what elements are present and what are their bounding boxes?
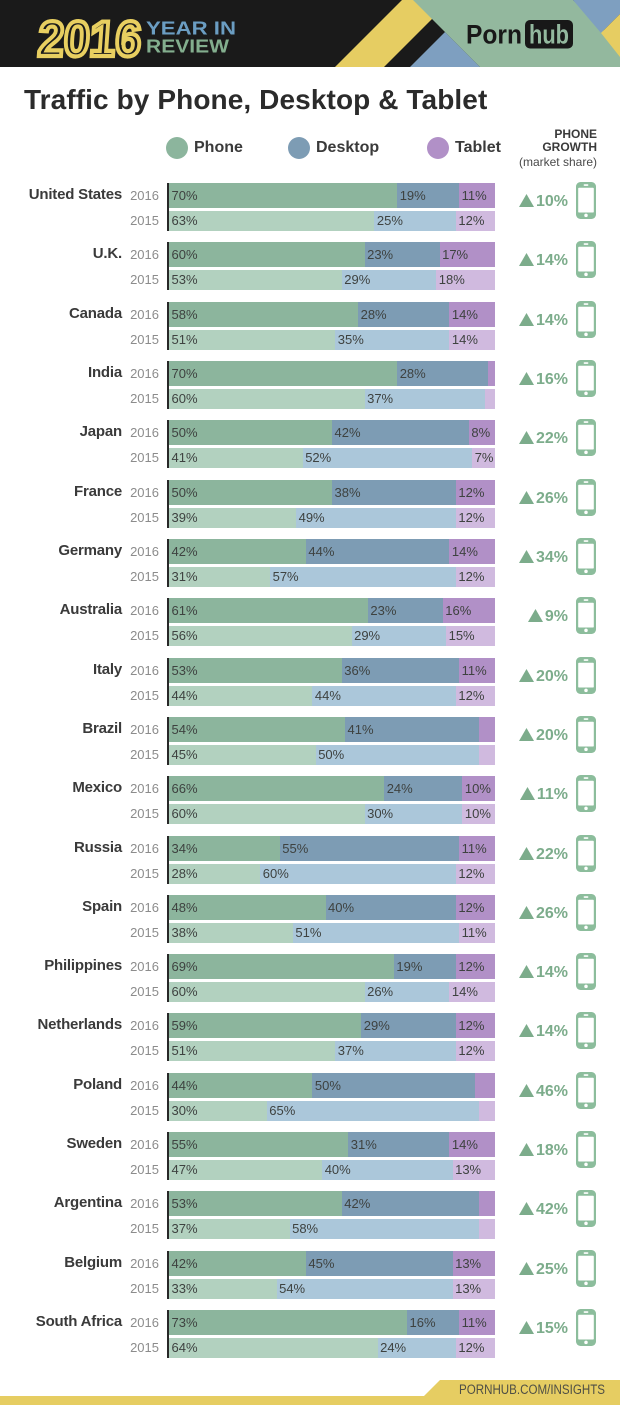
svg-text:REVIEW: REVIEW <box>146 37 229 57</box>
svg-text:hub: hub <box>529 20 569 50</box>
svg-text:YEAR IN: YEAR IN <box>146 19 236 39</box>
svg-text:2016: 2016 <box>36 11 143 67</box>
svg-text:PORNHUB.COM/INSIGHTS: PORNHUB.COM/INSIGHTS <box>459 1382 605 1397</box>
svg-text:Porn: Porn <box>466 20 522 50</box>
